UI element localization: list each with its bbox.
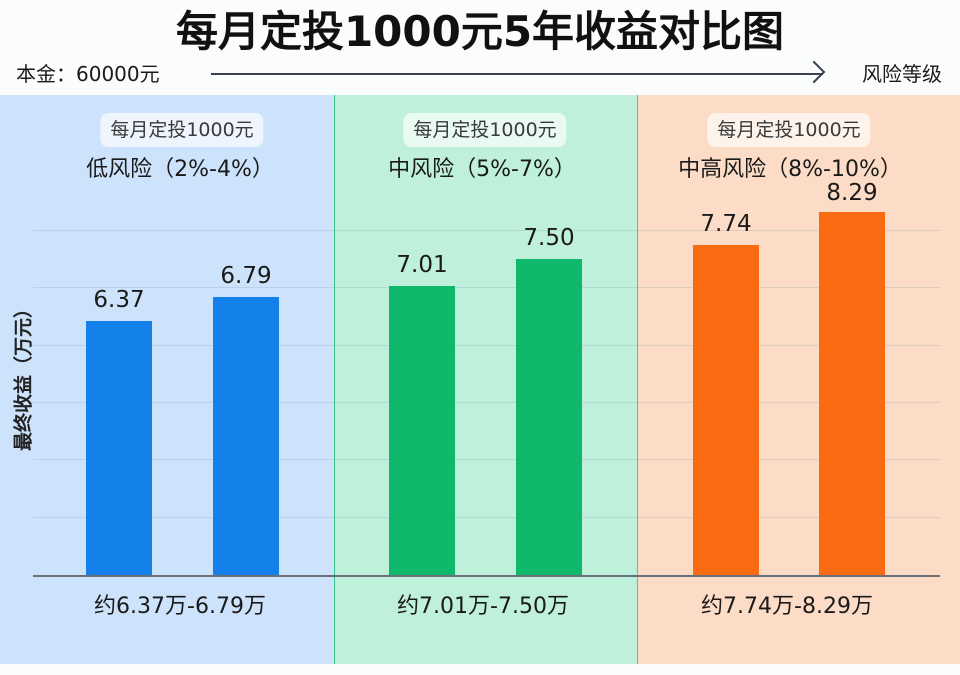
monthly-investment-badge: 每月定投1000元 — [707, 113, 871, 147]
bar-value-label: 7.01 — [396, 252, 448, 278]
bar-low-min — [86, 321, 152, 575]
gridline — [33, 517, 940, 518]
bar-high-min — [693, 245, 759, 575]
bar-value-label: 7.74 — [700, 211, 752, 237]
bar-value-label: 6.79 — [220, 263, 272, 289]
panel-high-risk — [637, 95, 960, 664]
arrow-right-icon — [802, 60, 826, 84]
bar-value-label: 8.29 — [826, 180, 878, 206]
bar-mid-min — [389, 286, 455, 575]
chart-title: 每月定投1000元5年收益对比图 — [175, 7, 785, 56]
range-label-low: 约6.37万-6.79万 — [94, 594, 266, 619]
category-title-low: 低风险（2%-4%） — [86, 157, 274, 182]
gridline — [33, 402, 940, 403]
bar-value-label: 6.37 — [93, 287, 145, 313]
y-axis-label: 最终收益（万元） — [12, 298, 35, 452]
monthly-investment-badge: 每月定投1000元 — [100, 113, 264, 147]
principal-label: 本金：60000元 — [16, 62, 160, 86]
bar-mid-max — [516, 259, 582, 575]
category-title-mid: 中风险（5%-7%） — [388, 157, 576, 182]
range-label-mid: 约7.01万-7.50万 — [397, 594, 569, 619]
range-label-high: 约7.74万-8.29万 — [701, 594, 873, 619]
gridline — [33, 345, 940, 346]
monthly-investment-badge: 每月定投1000元 — [403, 113, 567, 147]
risk-level-label: 风险等级 — [862, 62, 942, 86]
gridline — [33, 459, 940, 460]
bar-value-label: 7.50 — [523, 225, 575, 251]
x-axis-baseline — [33, 575, 940, 577]
bar-low-max — [213, 297, 279, 575]
risk-arrow-line — [211, 73, 823, 75]
gridline — [33, 287, 940, 288]
gridline — [33, 230, 940, 231]
bar-high-max — [819, 212, 885, 575]
panel-mid-risk — [334, 95, 638, 664]
category-title-high: 中高风险（8%-10%） — [678, 157, 902, 182]
